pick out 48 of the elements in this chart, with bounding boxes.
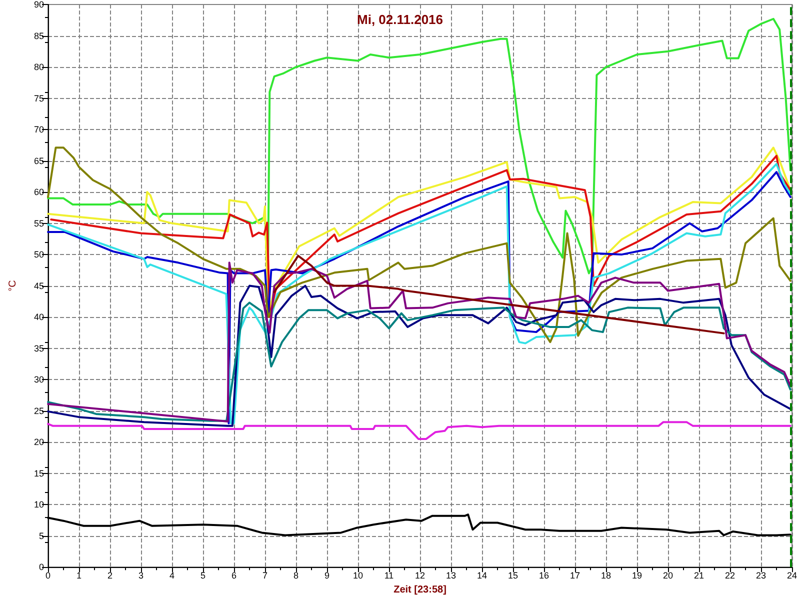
y-tick-label: 40: [34, 312, 44, 322]
x-tick-label: 2: [107, 570, 113, 581]
x-tick-label: 21: [694, 570, 704, 581]
y-tick-label: 35: [34, 343, 44, 354]
x-tick-label: 17: [570, 570, 580, 581]
x-tick-label: 10: [352, 570, 364, 581]
x-tick-label: 1: [76, 570, 82, 581]
x-tick-label: 20: [662, 570, 674, 581]
y-tick-label: 50: [34, 250, 44, 260]
x-tick-label: 5: [200, 570, 206, 581]
x-tick-label: 14: [476, 570, 488, 581]
line-series: [47, 284, 792, 427]
x-tick-label: 9: [324, 570, 330, 581]
x-tick-label: 3: [138, 570, 144, 581]
y-tick-label: 25: [34, 406, 44, 416]
y-tick-label: 60: [34, 187, 44, 198]
x-tick-label: 8: [293, 570, 299, 581]
line-series: [47, 302, 792, 422]
x-tick-label: 12: [414, 570, 426, 581]
x-tick-label: 15: [508, 570, 518, 581]
y-tick-label: 65: [34, 156, 44, 166]
x-axis-title: Zeit [23:58]: [394, 584, 446, 596]
x-tick-label: 19: [632, 570, 642, 581]
y-tick-label: 45: [34, 280, 44, 291]
x-tick-label: 4: [169, 570, 175, 581]
x-tick-label: 7: [262, 570, 268, 581]
y-tick-label: 10: [34, 500, 44, 510]
x-tick-label: 13: [446, 570, 456, 581]
x-tick-label: 18: [600, 570, 612, 581]
y-tick-label: 55: [34, 218, 44, 228]
x-tick-label: 0: [45, 570, 51, 581]
x-tick-label: 24: [786, 570, 797, 581]
x-tick-label: 6: [231, 570, 237, 581]
x-tick-label: 16: [538, 570, 550, 581]
y-tick-label: 85: [34, 30, 44, 41]
line-series: [47, 421, 792, 440]
text: Mi, 02.11.2016: [356, 12, 444, 27]
x-tick-label: 23: [756, 570, 766, 581]
line-series: [47, 262, 792, 422]
line-series: [273, 254, 725, 334]
y-tick-label: 30: [34, 374, 44, 385]
y-tick-label: 20: [34, 437, 44, 448]
y-tick-label: 80: [34, 62, 44, 72]
x-tick-label: 22: [724, 570, 736, 581]
x-tick-label: 11: [384, 570, 394, 581]
y-tick-label: 90: [34, 0, 44, 10]
y-tick-label: 70: [34, 124, 44, 135]
y-axis-title: °C: [8, 280, 18, 292]
